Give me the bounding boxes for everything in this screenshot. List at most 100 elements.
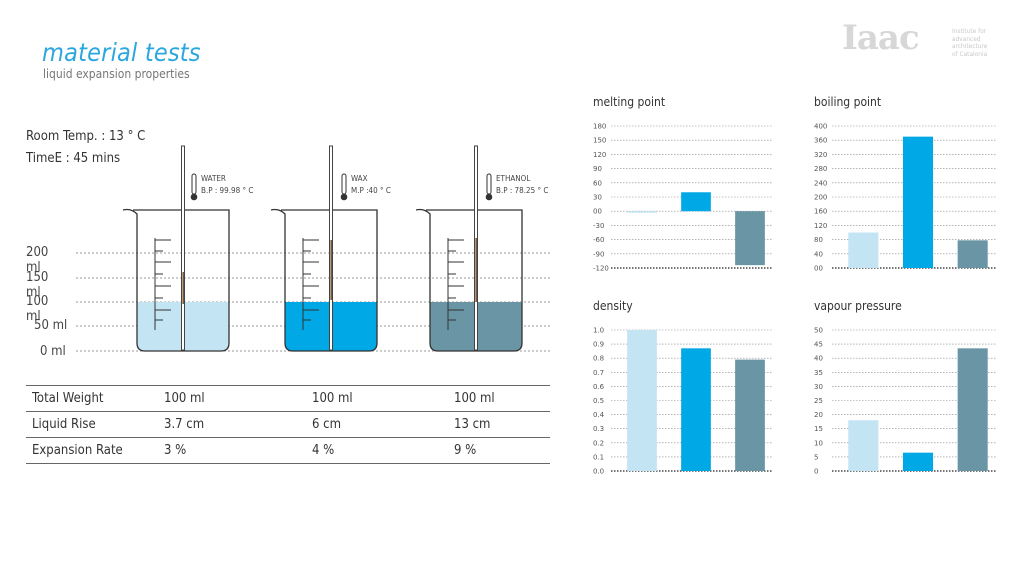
beaker-ethanol (415, 145, 523, 352)
beaker-name: WAX (351, 174, 368, 183)
beaker-glass (415, 208, 523, 352)
elapsed-time: TimeE : 45 mins (26, 151, 121, 166)
bar-ethanol (735, 359, 765, 471)
chart-boiling-point: 400 360 320 280 240 200 160 120 80 40 00 (814, 123, 996, 273)
bar-wax (681, 348, 711, 471)
bar-water (627, 211, 657, 213)
beakers (122, 145, 523, 352)
y-tick-label: 60 (593, 179, 602, 187)
y-tick-label: 40 (814, 250, 823, 258)
y-tick-label: 120 (593, 151, 606, 159)
y-tick-label: 0 (814, 468, 818, 476)
beaker-label-ethanol: ETHANOL B.P : 78.25 ° C (496, 173, 548, 197)
logo-line: architecture (952, 42, 988, 51)
y-tick-label: 280 (814, 165, 827, 173)
chart-density: 1.0 0.9 0.8 0.7 0.6 0.5 0.4 0.3 0.2 0.1 0.0 (593, 327, 773, 476)
logo-line: Institute for (952, 27, 987, 35)
beaker-name: ETHANOL (496, 174, 531, 183)
y-tick-label: 90 (593, 165, 602, 173)
table-cell: 13 cm (448, 411, 550, 438)
y-tick-label: 0.1 (593, 453, 604, 461)
y-tick-label: 15 (814, 425, 823, 433)
chart-title-vapour-pressure: vapour pressure (814, 299, 902, 313)
y-tick-label: 160 (814, 208, 827, 216)
row-label: Expansion Rate (26, 437, 158, 464)
bar-water (848, 420, 879, 471)
room-temperature: Room Temp. : 13 ° C (26, 129, 146, 144)
table-cell: 100 ml (448, 385, 550, 412)
chart-melting-point: 180 150 120 90 60 30 00 -30 -60 -90 -120 (593, 123, 773, 273)
y-tick-label: 80 (814, 236, 823, 244)
beaker-label-wax: WAX M.P :40 ° C (351, 173, 391, 197)
y-tick-label: 200 (814, 194, 827, 202)
y-tick-label: 400 (814, 123, 827, 131)
beaker-label-water: WATER B.P : 99.98 ° C (201, 173, 253, 197)
y-tick-label: 5 (814, 453, 818, 461)
y-tick-label: 320 (814, 151, 827, 159)
logo-line: of Catalonia (952, 49, 988, 58)
thermometer-icon (485, 173, 493, 201)
expansion-indicator (182, 272, 184, 304)
properties-table: Total Weight 100 ml 100 ml 100 ml Liquid… (26, 385, 550, 464)
y-tick-label: 240 (814, 179, 827, 187)
table-row: Expansion Rate 3 % 4 % 9 % (26, 437, 550, 464)
y-tick-label: 0.6 (593, 383, 605, 391)
beaker-glass (270, 208, 378, 352)
y-tick-label: -90 (593, 250, 604, 258)
table-cell: 4 % (306, 437, 448, 464)
beaker-water (122, 145, 230, 352)
chart-title-boiling-point: boiling point (814, 95, 882, 109)
bar-wax (902, 136, 934, 268)
y-tick-label: 0.5 (593, 397, 604, 405)
y-tick-label: 00 (593, 208, 602, 216)
logo-text: Institute for advanced architecture of C… (952, 27, 1012, 58)
chart-title-melting-point: melting point (593, 95, 666, 109)
y-tick-label: 0.9 (593, 341, 604, 349)
level-label-0: 0 ml (40, 344, 66, 359)
y-tick-label: 360 (814, 137, 827, 145)
page-title: material tests (42, 38, 201, 67)
y-tick-label: 150 (593, 137, 606, 145)
level-label-50: 50 ml (34, 318, 68, 333)
y-tick-label: 50 (814, 327, 823, 335)
table-cell: 6 cm (306, 411, 448, 438)
beaker-point: B.P : 99.98 ° C (201, 186, 254, 195)
y-tick-label: 30 (814, 383, 823, 391)
bar-ethanol (957, 240, 988, 268)
y-tick-label: 180 (593, 123, 606, 131)
y-tick-label: 0.2 (593, 439, 604, 447)
row-label: Liquid Rise (26, 411, 158, 438)
beaker-glass (122, 208, 230, 352)
beaker-name: WATER (201, 174, 226, 183)
y-tick-label: 120 (814, 222, 827, 230)
expansion-indicator (330, 240, 332, 300)
row-label: Total Weight (26, 385, 158, 412)
table-cell: 3 % (158, 437, 306, 464)
y-tick-label: 10 (814, 439, 823, 447)
y-tick-label: 45 (814, 341, 823, 349)
beaker-point: B.P : 78.25 ° C (496, 186, 549, 195)
chart-title-density: density (593, 299, 633, 313)
bar-wax (681, 192, 711, 212)
table-row: Liquid Rise 3.7 cm 6 cm 13 cm (26, 411, 550, 438)
y-tick-label: 1.0 (593, 327, 604, 335)
bar-water (848, 232, 879, 268)
y-tick-label: -120 (593, 265, 609, 273)
logo-mark: Iaac (842, 18, 920, 58)
table-row: Total Weight 100 ml 100 ml 100 ml (26, 385, 550, 412)
table-cell: 3.7 cm (158, 411, 306, 438)
y-tick-label: 0.4 (593, 411, 605, 419)
y-tick-label: 0.3 (593, 425, 604, 433)
table-cell: 100 ml (158, 385, 306, 412)
iaac-logo: Iaac (842, 18, 952, 60)
y-tick-label: 25 (814, 397, 823, 405)
expansion-indicator (475, 238, 477, 302)
thermometer-icon (190, 173, 198, 201)
table-cell: 9 % (448, 437, 550, 464)
level-label-100: 100 ml (26, 294, 49, 324)
beaker-point: M.P :40 ° C (351, 186, 391, 195)
bar-ethanol (735, 211, 765, 266)
y-tick-label: 40 (814, 355, 823, 363)
